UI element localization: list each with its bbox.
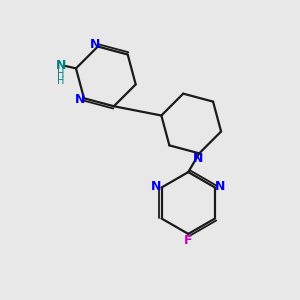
Text: N: N (56, 59, 66, 72)
Text: N: N (75, 93, 85, 106)
Text: N: N (151, 180, 161, 193)
Text: N: N (90, 38, 101, 51)
Text: F: F (184, 234, 193, 247)
Text: N: N (215, 180, 226, 193)
Text: N: N (193, 152, 203, 165)
Text: H: H (57, 69, 64, 79)
Text: H: H (57, 76, 64, 86)
